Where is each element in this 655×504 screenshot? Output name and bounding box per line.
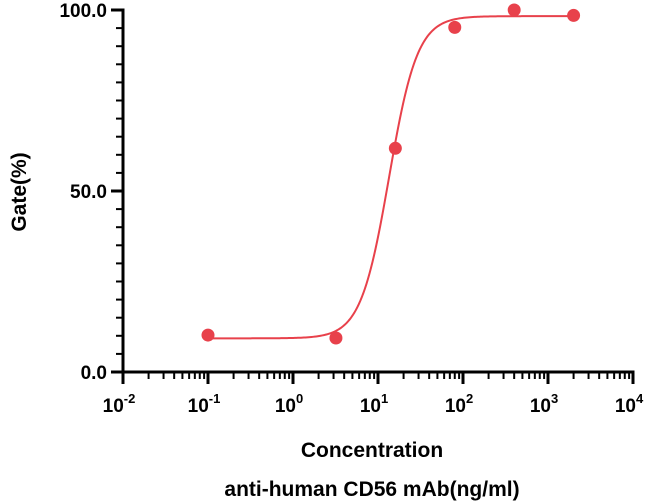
- data-point: [448, 20, 462, 34]
- x-tick-label: 104: [615, 391, 644, 417]
- data-point: [507, 3, 521, 17]
- data-points: [201, 3, 581, 345]
- x-tick-label: 10-1: [188, 391, 221, 417]
- x-axis-subtitle: anti-human CD56 mAb(ng/ml): [224, 478, 519, 501]
- x-tick-label: 10-2: [103, 391, 136, 417]
- y-tick-label: 50.0: [70, 182, 107, 203]
- data-point: [388, 141, 402, 155]
- x-tick-label: 101: [360, 391, 388, 417]
- x-tick-label: 102: [445, 391, 473, 417]
- data-point: [201, 328, 215, 342]
- x-tick-label: 100: [275, 391, 303, 417]
- x-tick-label: 103: [530, 391, 558, 417]
- y-axis-title: Gate(%): [8, 152, 31, 231]
- x-axis-title: Concentration: [301, 439, 443, 462]
- fit-curve: [208, 15, 574, 340]
- y-tick-label: 0.0: [81, 363, 107, 384]
- axes: 0.0 50.0 100.0 10-2 10-1 100 101 102 103 104: [59, 1, 644, 417]
- data-point: [329, 331, 343, 345]
- fit-curve-group: [208, 15, 574, 340]
- y-tick-label: 100.0: [59, 1, 107, 22]
- data-point: [567, 8, 581, 22]
